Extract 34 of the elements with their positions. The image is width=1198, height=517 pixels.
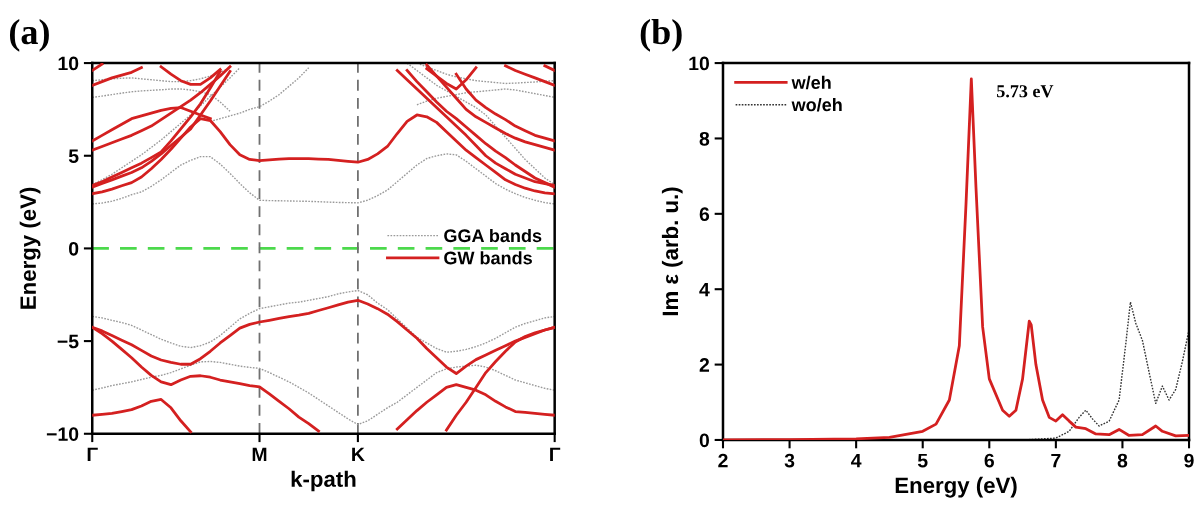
x-tick-label: 5 bbox=[917, 453, 928, 468]
y-tick-label: −5 bbox=[57, 334, 79, 349]
legend-label: wo/eh bbox=[791, 97, 842, 112]
x-axis-title: k-path bbox=[291, 470, 356, 492]
y-tick-label: 0 bbox=[699, 433, 709, 448]
y-tick-label: 0 bbox=[69, 241, 79, 256]
legend-label: w/eh bbox=[791, 75, 831, 90]
y-tick-label: 2 bbox=[699, 358, 710, 372]
chart-title: (a) bbox=[9, 18, 49, 52]
x-axis-title: Energy (eV) bbox=[895, 476, 1017, 498]
x-tick-label: 3 bbox=[784, 453, 795, 468]
legend-label: GW bands bbox=[444, 251, 532, 265]
y-tick-label: −10 bbox=[46, 427, 79, 441]
annotation: 5.73 eV bbox=[997, 85, 1054, 98]
x-tick-label: 6 bbox=[984, 453, 994, 468]
x-tick-label: M bbox=[252, 447, 267, 462]
y-tick-label: 5 bbox=[68, 149, 79, 163]
y-axis-title: Im ε (arb. u.) bbox=[661, 187, 683, 316]
chart-title: (b) bbox=[640, 18, 682, 52]
y-axis-title: Energy (eV) bbox=[19, 187, 41, 309]
x-tick-label: Γ bbox=[550, 447, 561, 462]
y-tick-label: 10 bbox=[58, 56, 79, 71]
legend-label: GGA bands bbox=[444, 228, 542, 243]
x-tick-label: 7 bbox=[1051, 453, 1061, 468]
x-tick-label: 9 bbox=[1184, 453, 1194, 468]
y-tick-label: 8 bbox=[699, 131, 710, 146]
y-tick-label: 10 bbox=[689, 56, 709, 71]
x-tick-label: 2 bbox=[718, 453, 728, 468]
y-tick-label: 6 bbox=[699, 207, 710, 222]
x-tick-label: 8 bbox=[1117, 453, 1128, 468]
x-tick-label: K bbox=[352, 447, 365, 462]
x-tick-label: Γ bbox=[87, 447, 98, 462]
x-tick-label: 4 bbox=[851, 453, 862, 468]
y-tick-label: 4 bbox=[699, 282, 710, 297]
